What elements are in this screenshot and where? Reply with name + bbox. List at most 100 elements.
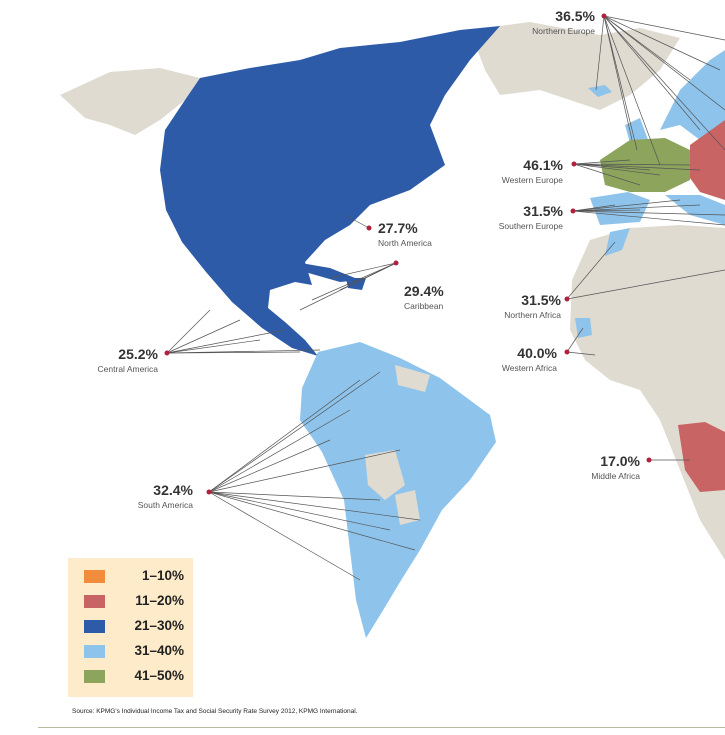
region-dot <box>393 260 399 266</box>
cuba <box>295 262 360 282</box>
pct: 25.2% <box>118 346 158 362</box>
pct: 29.4% <box>404 283 444 299</box>
hispaniola <box>346 278 366 290</box>
middle-africa <box>678 422 725 492</box>
region-name: South America <box>137 500 193 510</box>
north-america <box>160 26 500 356</box>
leader-line <box>208 371 381 493</box>
legend-swatch <box>84 620 105 633</box>
legend-swatch <box>84 645 105 658</box>
pct: 32.4% <box>153 482 193 498</box>
leader-line <box>208 379 361 493</box>
guiana-grey <box>395 365 430 392</box>
western-europe <box>600 138 690 192</box>
legend-item: 41–50% <box>84 668 184 684</box>
label-south-america: 32.4% South America <box>138 482 193 511</box>
leader-line <box>603 15 701 131</box>
leader-line <box>603 15 725 151</box>
leader-line <box>572 209 641 212</box>
leader-line <box>208 439 331 493</box>
leader-line <box>603 15 661 166</box>
leader-line <box>166 319 241 354</box>
leader-line <box>603 15 691 81</box>
legend-item: 1–10% <box>84 568 184 584</box>
region-name: Northern Europe <box>532 26 595 36</box>
leader-lines <box>166 15 725 581</box>
paraguay-grey <box>395 490 420 525</box>
legend-label: 41–50% <box>134 668 184 683</box>
leader-line <box>573 163 641 186</box>
leader-line <box>166 309 211 354</box>
region-dot <box>206 489 212 495</box>
label-western-africa: 40.0% Western Africa <box>502 345 557 374</box>
leader-line <box>208 491 391 531</box>
leader-line <box>208 491 421 521</box>
leader-line <box>573 163 661 176</box>
region-dot <box>564 349 570 355</box>
label-northern-europe: 36.5% Northern Europe <box>532 8 595 37</box>
leader-line <box>573 163 651 171</box>
label-north-america: 27.7% North America <box>378 220 432 249</box>
pct: 27.7% <box>378 220 418 236</box>
leader-line <box>572 210 725 216</box>
leader-line <box>208 409 351 493</box>
divider <box>38 727 725 728</box>
leader-line <box>566 241 616 300</box>
leader-line <box>603 15 725 41</box>
region-dots <box>164 13 652 495</box>
legend-swatch <box>84 595 105 608</box>
region-name: Caribbean <box>404 301 444 311</box>
region-dot <box>164 350 170 356</box>
legend-label: 31–40% <box>134 643 184 658</box>
legend-label: 1–10% <box>141 568 184 583</box>
leader-line <box>208 449 401 493</box>
region-name: Western Europe <box>501 175 563 185</box>
leader-line <box>329 262 397 279</box>
leader-line <box>166 339 261 354</box>
legend: 1–10% 11–20% 21–30% 31–40% 41–50% <box>68 558 193 697</box>
alaska <box>60 68 200 135</box>
legend-item: 21–30% <box>84 618 184 634</box>
pct: 31.5% <box>521 292 561 308</box>
legend-swatch <box>84 670 105 683</box>
leader-line <box>573 163 701 171</box>
leader-line <box>208 491 416 551</box>
pct: 36.5% <box>555 8 595 24</box>
leader-line <box>208 491 381 501</box>
leader-line <box>566 351 596 356</box>
label-central-america: 25.2% Central America <box>98 346 158 375</box>
pct: 31.5% <box>523 203 563 219</box>
region-dot <box>571 161 577 167</box>
scandinavia <box>660 50 725 140</box>
pct: 17.0% <box>600 453 640 469</box>
leader-line <box>595 15 605 91</box>
region-name: North America <box>378 238 432 248</box>
leader-line <box>572 210 725 226</box>
region-dot <box>646 457 652 463</box>
bolivia-grey <box>365 450 405 500</box>
source-note: Source: KPMG's Individual Income Tax and… <box>72 708 358 715</box>
italy-balkans <box>665 195 725 225</box>
label-middle-africa: 17.0% Middle Africa <box>591 453 640 482</box>
label-caribbean: 29.4% Caribbean <box>404 283 444 312</box>
region-dot <box>570 208 576 214</box>
label-southern-europe: 31.5% Southern Europe <box>499 203 563 232</box>
legend-label: 11–20% <box>135 593 184 608</box>
africa <box>570 225 725 560</box>
leader-line <box>573 159 631 165</box>
leader-line <box>208 491 361 581</box>
legend-item: 31–40% <box>84 643 184 659</box>
leader-line <box>572 204 701 212</box>
leader-line <box>566 327 584 353</box>
pct: 46.1% <box>523 157 563 173</box>
label-northern-africa: 31.5% Northern Africa <box>504 292 561 321</box>
region-name: Northern Africa <box>504 310 561 320</box>
region-name: Central America <box>97 364 158 374</box>
leader-line <box>311 262 397 301</box>
north-africa-blue <box>605 228 630 256</box>
leader-line <box>572 199 681 212</box>
iceland <box>588 85 612 97</box>
leader-line <box>344 214 370 229</box>
